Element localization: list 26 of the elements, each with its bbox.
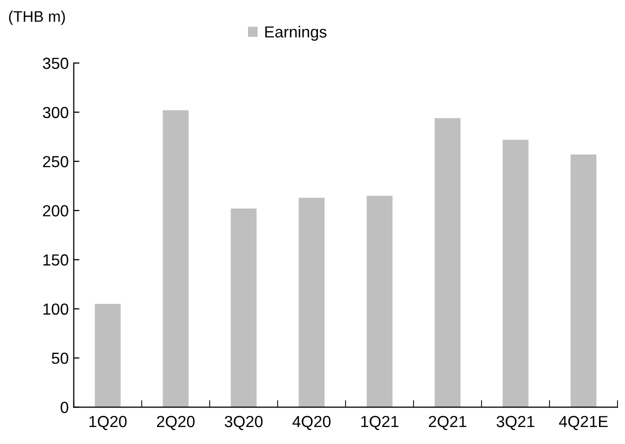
x-tick-label: 2Q20 xyxy=(156,416,195,430)
y-tick-label: 250 xyxy=(43,156,68,168)
bar xyxy=(366,196,393,408)
x-tick-label: 2Q21 xyxy=(428,416,466,430)
y-tick-label: 0 xyxy=(60,402,68,414)
bar xyxy=(502,140,528,408)
y-axis-title: (THB m) xyxy=(9,10,65,25)
legend-label: Earnings xyxy=(265,26,326,41)
x-tick-label: 1Q20 xyxy=(89,416,127,430)
y-tick-label: 200 xyxy=(43,205,68,216)
bar xyxy=(230,208,257,408)
y-tick-label: 150 xyxy=(43,254,68,266)
x-tick-label: 3Q21 xyxy=(496,416,534,430)
bar xyxy=(162,110,189,408)
y-tick-label: 100 xyxy=(43,303,68,315)
x-tick-label: 4Q21E xyxy=(559,416,608,430)
y-tick-label: 300 xyxy=(42,106,68,118)
x-tick-label: 3Q20 xyxy=(224,416,263,430)
bar xyxy=(570,154,596,408)
bar xyxy=(298,198,325,408)
y-tick-label: 50 xyxy=(52,352,68,364)
x-tick-label: 4Q20 xyxy=(292,416,331,430)
bar xyxy=(94,304,121,408)
bar xyxy=(434,118,460,408)
y-tick-label: 350 xyxy=(42,58,68,69)
x-tick-label: 1Q21 xyxy=(361,416,398,430)
